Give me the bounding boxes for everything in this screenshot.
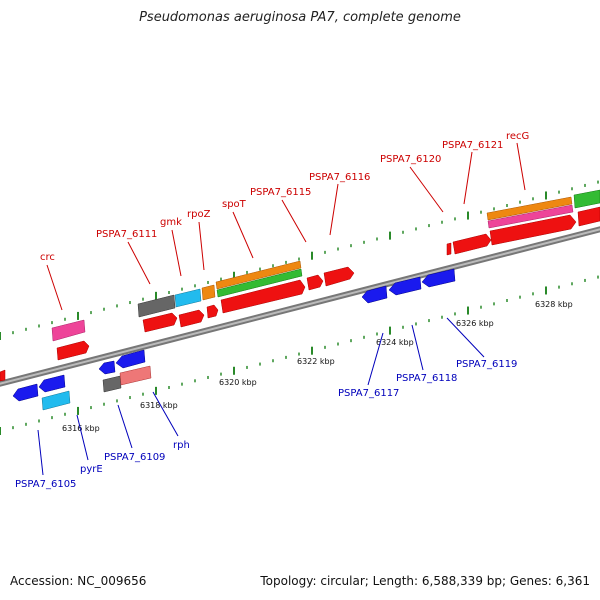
gene-label-pspa7-6109[interactable]: PSPA7_6109	[104, 452, 165, 463]
gene-arrow[interactable]	[323, 266, 355, 287]
gene-arrow[interactable]	[215, 260, 302, 290]
gene-arrow[interactable]	[137, 294, 176, 318]
gene-label-pspa7-6118[interactable]: PSPA7_6118	[396, 373, 457, 384]
scale-labels: 6316 kbp 6318 kbp 6320 kbp 6322 kbp 6324…	[62, 300, 573, 433]
gene-arrow[interactable]	[216, 268, 303, 298]
scale-label: 6318 kbp	[140, 401, 178, 410]
scale-label: 6320 kbp	[219, 378, 257, 387]
gene-label-gmk[interactable]: gmk	[160, 217, 182, 228]
bottom-gene-labels: PSPA7_6105 pyrE PSPA7_6109 rph PSPA7_611…	[15, 359, 517, 490]
gene-arrow[interactable]	[452, 233, 492, 255]
gene-arrow[interactable]	[577, 206, 600, 227]
gene-label-pspa7-6111[interactable]: PSPA7_6111	[96, 229, 157, 240]
gene-arrow[interactable]	[306, 274, 324, 291]
accession-text: Accession: NC_009656	[10, 574, 147, 588]
gene-arrow[interactable]	[178, 309, 205, 328]
genome-summary-text: Topology: circular; Length: 6,588,339 bp…	[260, 574, 590, 588]
gene-label-pspa7-6120[interactable]: PSPA7_6120	[380, 154, 441, 165]
gene-arrow[interactable]	[174, 288, 202, 308]
genome-backbone	[0, 226, 600, 387]
gene-arrow[interactable]	[487, 204, 574, 229]
gene-label-recg[interactable]: recG	[506, 131, 529, 142]
gene-arrow[interactable]	[220, 279, 306, 314]
gene-arrow[interactable]	[0, 369, 6, 382]
gene-arrow[interactable]	[41, 390, 71, 411]
gene-arrow[interactable]	[421, 268, 456, 288]
gene-arrow[interactable]	[98, 360, 116, 375]
bottom-leader-lines	[37, 317, 485, 476]
gene-arrow[interactable]	[142, 312, 178, 333]
gene-label-crc[interactable]: crc	[40, 252, 55, 263]
forward-strand-genes	[0, 189, 600, 382]
gene-label-pspa7-6115[interactable]: PSPA7_6115	[250, 187, 311, 198]
gene-arrow[interactable]	[206, 304, 219, 319]
gene-label-pspa7-6121[interactable]: PSPA7_6121	[442, 140, 503, 151]
gene-label-pspa7-6116[interactable]: PSPA7_6116	[309, 172, 370, 183]
gene-arrow[interactable]	[489, 214, 577, 246]
scale-label: 6316 kbp	[62, 424, 100, 433]
gene-arrow[interactable]	[201, 284, 216, 301]
gene-label-rpoz[interactable]: rpoZ	[187, 209, 211, 220]
gene-arrow[interactable]	[102, 375, 122, 393]
gene-label-rph[interactable]: rph	[173, 440, 190, 451]
gene-arrow[interactable]	[446, 242, 452, 256]
gene-label-pspa7-6117[interactable]: PSPA7_6117	[338, 388, 399, 399]
gene-arrow[interactable]	[573, 189, 600, 209]
scale-label: 6322 kbp	[297, 357, 335, 366]
gene-arrow[interactable]	[115, 349, 146, 369]
gene-arrow[interactable]	[388, 276, 422, 296]
top-gene-labels: crc PSPA7_6111 gmk rpoZ spoT PSPA7_6115 …	[40, 131, 529, 263]
reverse-strand-genes	[12, 268, 456, 411]
scale-label: 6326 kbp	[456, 319, 494, 328]
map-title: Pseudomonas aeruginosa PA7, complete gen…	[139, 10, 461, 25]
gene-arrow[interactable]	[119, 365, 152, 386]
gene-label-pyre[interactable]: pyrE	[80, 464, 103, 475]
gene-arrow[interactable]	[51, 319, 86, 342]
gene-label-spot[interactable]: spoT	[222, 199, 247, 210]
gene-arrow[interactable]	[56, 340, 90, 361]
gene-arrow[interactable]	[486, 196, 573, 221]
scale-label: 6324 kbp	[376, 338, 414, 347]
gene-label-pspa7-6105[interactable]: PSPA7_6105	[15, 479, 76, 490]
scale-label: 6328 kbp	[535, 300, 573, 309]
gene-arrow[interactable]	[38, 374, 66, 393]
top-leader-lines	[46, 142, 526, 311]
gene-label-pspa7-6119[interactable]: PSPA7_6119	[456, 359, 517, 370]
upper-tick-track	[0, 180, 599, 340]
gene-arrow[interactable]	[12, 383, 39, 402]
lower-tick-track	[0, 275, 599, 435]
gene-arrow[interactable]	[361, 285, 388, 304]
